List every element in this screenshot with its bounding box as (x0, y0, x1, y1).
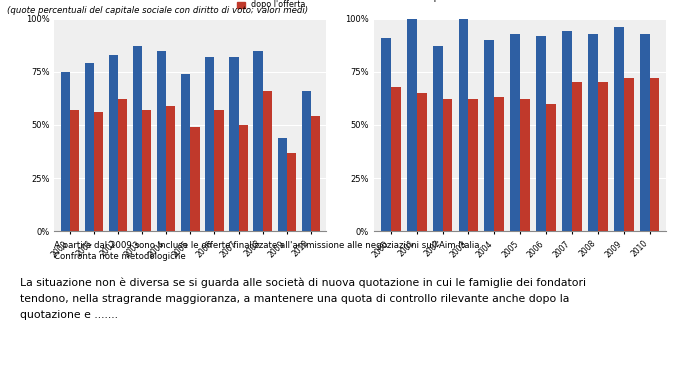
Bar (484, 40, 494, 231)
Bar (649, 78, 660, 231)
Bar (70, 110, 79, 231)
Bar (562, 31, 572, 231)
Bar (262, 91, 272, 231)
Bar (85, 63, 94, 231)
Bar (624, 78, 634, 231)
Bar (381, 38, 391, 231)
Text: A partire dal 2009 sono incluse le offerte finalizzate all'ammissione alle negoz: A partire dal 2009 sono incluse le offer… (54, 241, 483, 250)
Bar (407, 19, 417, 231)
Bar (118, 100, 127, 231)
Bar (311, 116, 320, 231)
Bar (443, 100, 452, 231)
Bar (157, 51, 167, 231)
Bar (458, 19, 469, 231)
Bar (254, 51, 262, 231)
Bar (109, 55, 118, 231)
Bar (142, 110, 152, 231)
Bar (277, 138, 287, 231)
Bar (640, 34, 649, 231)
Text: azionisti con più del 2%: azionisti con più del 2% (374, 0, 481, 1)
Bar (302, 91, 311, 231)
Bar (469, 100, 478, 231)
Bar (214, 110, 224, 231)
Bar (520, 100, 530, 231)
Bar (546, 104, 556, 231)
Bar (287, 153, 296, 231)
Bar (133, 46, 142, 231)
Bar (494, 97, 504, 231)
Text: azionisti di controllo: azionisti di controllo (54, 0, 146, 1)
Bar (94, 112, 103, 231)
Legend: prima dell'offerta, dopo l'offerta: prima dell'offerta, dopo l'offerta (236, 0, 322, 10)
Bar (61, 72, 70, 231)
Text: (quote percentuali del capitale sociale con diritto di voto; valori medi): (quote percentuali del capitale sociale … (7, 6, 308, 15)
Bar (190, 127, 199, 231)
Bar (167, 106, 175, 231)
Bar (205, 57, 214, 231)
Bar (182, 74, 190, 231)
Bar (588, 34, 598, 231)
Bar (229, 57, 239, 231)
Bar (432, 46, 443, 231)
Bar (239, 125, 248, 231)
Bar (391, 87, 401, 231)
Bar (572, 82, 582, 231)
Text: La situazione non è diversa se si guarda alle società di nuova quotazione in cui: La situazione non è diversa se si guarda… (20, 278, 586, 320)
Bar (598, 82, 608, 231)
Bar (537, 36, 546, 231)
Text: Confronta note metodologiche: Confronta note metodologiche (54, 252, 186, 261)
Bar (417, 93, 426, 231)
Bar (511, 34, 520, 231)
Bar (614, 27, 624, 231)
